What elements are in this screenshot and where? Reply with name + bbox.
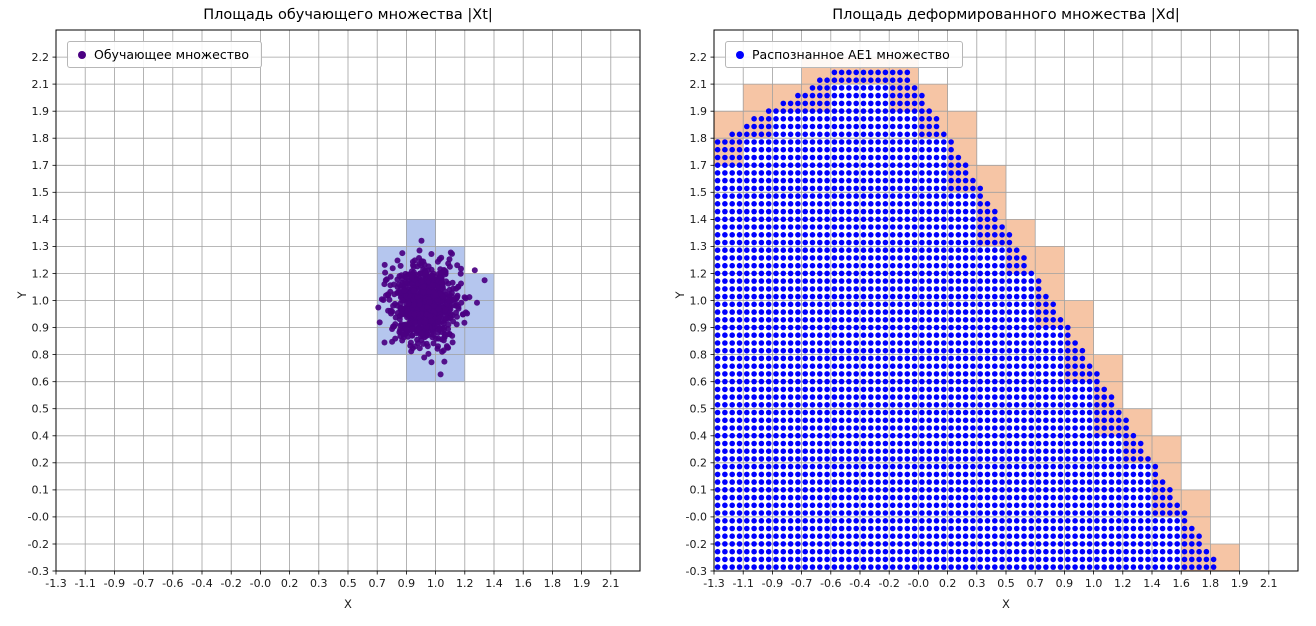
svg-text:2.1: 2.1 <box>690 78 708 91</box>
svg-text:2.1: 2.1 <box>1260 577 1278 590</box>
svg-text:1.2: 1.2 <box>456 577 474 590</box>
svg-text:-0.2: -0.2 <box>28 538 49 551</box>
svg-text:1.0: 1.0 <box>427 577 445 590</box>
svg-text:0.9: 0.9 <box>398 577 416 590</box>
svg-text:1.3: 1.3 <box>32 240 50 253</box>
svg-text:1.0: 1.0 <box>690 294 708 307</box>
plot-area-training: -1.3 -1.1 -0.9 -0.7 -0.6 -0.4 -0.2 -0.0 0.2 0.3 0.… <box>28 29 641 590</box>
svg-text:-1.1: -1.1 <box>732 577 753 590</box>
svg-text:1.0: 1.0 <box>32 294 50 307</box>
deformed-set-chart-panel: -1.3 -1.1 -0.9 -0.7 -0.6 -0.4 -0.2 -0.0 0.2 0.3 0.… <box>658 0 1316 626</box>
svg-text:-0.7: -0.7 <box>133 577 154 590</box>
svg-text:0.8: 0.8 <box>690 348 708 361</box>
svg-text:-0.2: -0.2 <box>220 577 241 590</box>
svg-text:2.2: 2.2 <box>32 51 50 64</box>
svg-text:0.5: 0.5 <box>32 403 50 416</box>
svg-text:1.8: 1.8 <box>690 132 708 145</box>
svg-text:1.5: 1.5 <box>690 186 708 199</box>
svg-text:-0.4: -0.4 <box>191 577 212 590</box>
svg-text:1.9: 1.9 <box>690 105 708 118</box>
svg-text:-0.9: -0.9 <box>104 577 125 590</box>
svg-text:0.1: 0.1 <box>32 484 50 497</box>
svg-text:0.2: 0.2 <box>939 577 957 590</box>
svg-text:0.6: 0.6 <box>32 376 50 389</box>
legend: Распознанное AE1 множество <box>725 41 963 68</box>
svg-text:1.8: 1.8 <box>1202 577 1220 590</box>
svg-text:-0.0: -0.0 <box>908 577 929 590</box>
svg-text:-0.0: -0.0 <box>250 577 271 590</box>
svg-text:0.8: 0.8 <box>32 348 50 361</box>
chart-title: Площадь деформированного множества |Xd| <box>832 7 1180 23</box>
svg-text:-0.2: -0.2 <box>878 577 899 590</box>
svg-text:0.9: 0.9 <box>690 321 708 334</box>
y-axis-label: Y <box>15 291 29 299</box>
svg-text:1.0: 1.0 <box>1085 577 1103 590</box>
svg-text:-0.7: -0.7 <box>791 577 812 590</box>
svg-text:1.4: 1.4 <box>32 213 50 226</box>
svg-text:1.2: 1.2 <box>1114 577 1132 590</box>
svg-text:1.7: 1.7 <box>690 159 708 172</box>
svg-text:1.2: 1.2 <box>32 267 50 280</box>
svg-text:0.4: 0.4 <box>690 430 708 443</box>
svg-text:0.5: 0.5 <box>690 403 708 416</box>
svg-text:1.3: 1.3 <box>690 240 708 253</box>
svg-text:1.6: 1.6 <box>1172 577 1190 590</box>
svg-text:2.1: 2.1 <box>32 78 50 91</box>
plot-area-deformed: -1.3 -1.1 -0.9 -0.7 -0.6 -0.4 -0.2 -0.0 0.2 0.3 0.… <box>686 29 1299 590</box>
svg-text:0.7: 0.7 <box>368 577 386 590</box>
svg-text:0.2: 0.2 <box>690 457 708 470</box>
svg-text:-0.9: -0.9 <box>762 577 783 590</box>
legend: Обучающее множество <box>67 41 263 68</box>
svg-text:1.9: 1.9 <box>32 105 50 118</box>
svg-text:1.2: 1.2 <box>690 267 708 280</box>
svg-text:1.9: 1.9 <box>573 577 591 590</box>
svg-text:1.8: 1.8 <box>32 132 50 145</box>
svg-text:-1.1: -1.1 <box>74 577 95 590</box>
svg-text:-0.6: -0.6 <box>820 577 841 590</box>
svg-text:0.2: 0.2 <box>32 457 50 470</box>
svg-text:1.4: 1.4 <box>690 213 708 226</box>
training-set-chart-panel: -1.3 -1.1 -0.9 -0.7 -0.6 -0.4 -0.2 -0.0 0.2 0.3 0.… <box>15 7 641 611</box>
x-axis-label: X <box>344 597 352 611</box>
legend-marker-icon <box>736 50 744 59</box>
svg-text:0.4: 0.4 <box>32 430 50 443</box>
svg-text:-0.2: -0.2 <box>686 538 707 551</box>
legend-marker-icon <box>78 50 86 59</box>
svg-text:0.9: 0.9 <box>1056 577 1074 590</box>
svg-text:-0.3: -0.3 <box>28 565 49 578</box>
svg-text:2.1: 2.1 <box>602 577 620 590</box>
svg-text:-0.4: -0.4 <box>849 577 870 590</box>
svg-text:1.4: 1.4 <box>1143 577 1161 590</box>
svg-text:1.5: 1.5 <box>32 186 50 199</box>
svg-text:-0.0: -0.0 <box>686 511 707 524</box>
x-axis-label: X <box>1002 597 1010 611</box>
legend-label: Обучающее множество <box>94 47 250 62</box>
svg-text:1.9: 1.9 <box>1231 577 1249 590</box>
svg-text:0.2: 0.2 <box>281 577 299 590</box>
svg-text:1.8: 1.8 <box>544 577 562 590</box>
svg-text:1.4: 1.4 <box>485 577 503 590</box>
legend-label: Распознанное AE1 множество <box>752 47 950 62</box>
svg-text:-1.3: -1.3 <box>45 577 66 590</box>
svg-text:0.3: 0.3 <box>310 577 328 590</box>
svg-text:0.5: 0.5 <box>339 577 357 590</box>
svg-text:0.1: 0.1 <box>690 484 708 497</box>
svg-text:2.2: 2.2 <box>690 51 708 64</box>
svg-text:-0.6: -0.6 <box>162 577 183 590</box>
svg-text:-0.3: -0.3 <box>686 565 707 578</box>
svg-text:0.5: 0.5 <box>997 577 1015 590</box>
svg-text:-0.0: -0.0 <box>28 511 49 524</box>
svg-text:1.6: 1.6 <box>514 577 532 590</box>
y-axis-label: Y <box>673 291 687 299</box>
svg-text:1.7: 1.7 <box>32 159 50 172</box>
svg-text:0.9: 0.9 <box>32 321 50 334</box>
svg-text:0.6: 0.6 <box>690 376 708 389</box>
svg-text:0.3: 0.3 <box>968 577 986 590</box>
svg-text:-1.3: -1.3 <box>703 577 724 590</box>
chart-title: Площадь обучающего множества |Xt| <box>203 7 493 23</box>
svg-text:0.7: 0.7 <box>1026 577 1044 590</box>
